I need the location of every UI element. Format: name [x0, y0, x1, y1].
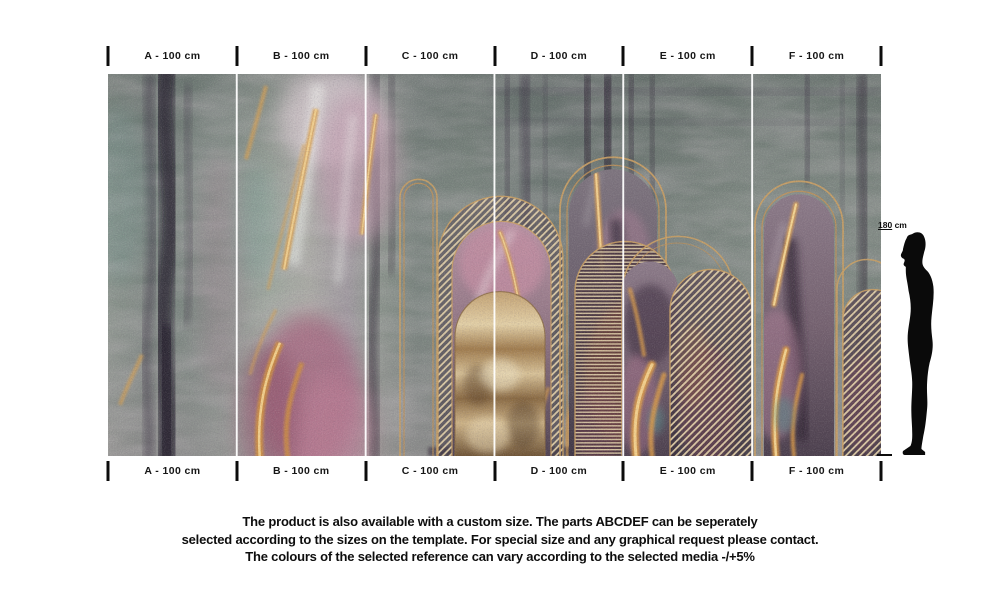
ruler-tick: [879, 461, 883, 481]
figure-height-value: 180: [878, 220, 893, 230]
figure-height-label: 180 cm: [878, 220, 907, 230]
ruler-tick: [106, 46, 110, 66]
mural-artwork: [108, 74, 881, 456]
ruler-tick: [621, 46, 625, 66]
panel-label-c-bottom: C - 100 cm: [401, 465, 459, 477]
ruler-tick: [364, 461, 368, 481]
ruler-tick: [750, 46, 754, 66]
ruler-tick: [621, 461, 625, 481]
panel-label-b-top: B - 100 cm: [272, 50, 330, 62]
panel-label-d-top: D - 100 cm: [530, 50, 588, 62]
ruler-tick: [235, 461, 239, 481]
footer-disclaimer: The product is also available with a cus…: [0, 513, 1000, 566]
panel-label-e-bottom: E - 100 cm: [659, 465, 716, 477]
ruler-tick: [106, 461, 110, 481]
footer-line-3: The colours of the selected reference ca…: [245, 549, 755, 564]
ruler-tick: [493, 461, 496, 481]
top-ruler: A - 100 cm B - 100 cm C - 100 cm D - 100…: [106, 46, 883, 66]
ruler-tick: [364, 46, 368, 66]
panel-label-c-top: C - 100 cm: [401, 50, 459, 62]
mural-svg: [108, 74, 881, 456]
panel-label-e-top: E - 100 cm: [659, 50, 716, 62]
panel-label-a-bottom: A - 100 cm: [144, 465, 201, 477]
ruler-tick: [750, 461, 754, 481]
ruler-tick: [879, 46, 883, 66]
footer-line-2: selected according to the sizes on the t…: [181, 531, 819, 547]
panel-label-f-top: F - 100 cm: [788, 50, 845, 62]
ruler-tick: [235, 46, 239, 66]
panel-label-f-bottom: F - 100 cm: [788, 465, 845, 477]
human-silhouette: [892, 231, 938, 458]
panel-label-a-top: A - 100 cm: [144, 50, 201, 62]
ruler-tick: [493, 46, 496, 66]
panel-label-b-bottom: B - 100 cm: [272, 465, 330, 477]
figure-baseline-dash: [877, 454, 892, 456]
bottom-ruler: A - 100 cm B - 100 cm C - 100 cm D - 100…: [106, 461, 883, 481]
panel-label-d-bottom: D - 100 cm: [530, 465, 588, 477]
figure-height-unit: cm: [894, 220, 907, 230]
panel-dividers: [235, 74, 754, 456]
human-silhouette-svg: [900, 232, 934, 456]
footer-line-1: The product is also available with a cus…: [242, 514, 758, 529]
